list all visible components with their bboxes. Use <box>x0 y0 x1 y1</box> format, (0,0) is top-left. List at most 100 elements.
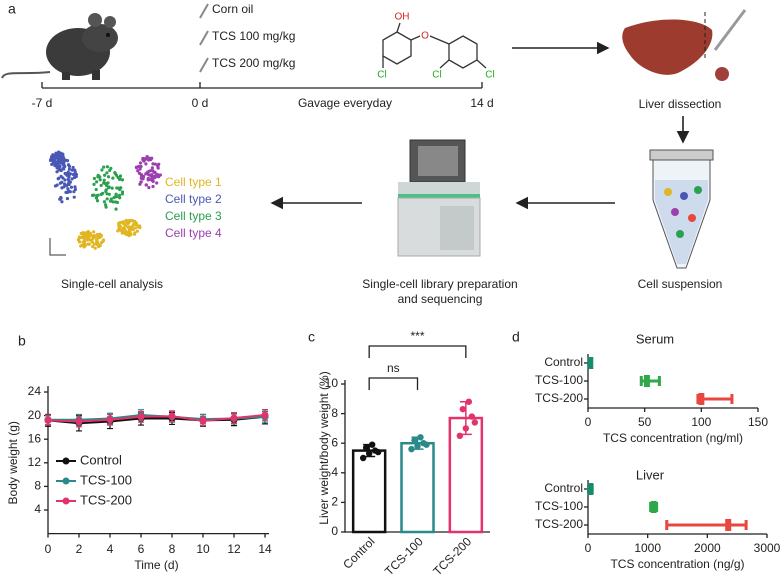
x-tick-label: 2000 <box>694 541 721 555</box>
x-tick-label: 4 <box>107 542 114 556</box>
data-point <box>471 419 479 426</box>
cell-dot <box>66 163 71 167</box>
cell-dot <box>112 195 116 200</box>
cell-dot <box>139 173 144 177</box>
cell-dot <box>73 187 77 192</box>
cell-dot <box>71 165 75 170</box>
sequencer-icon <box>397 139 481 257</box>
x-tick-label: 0 <box>585 541 592 555</box>
liver-icon <box>622 9 747 81</box>
x-tick-label: 0 <box>45 542 52 556</box>
data-point <box>368 441 376 448</box>
y-tick-label: TCS-100 <box>535 373 583 387</box>
chart-title: Liver <box>636 467 665 482</box>
cell-dot <box>151 178 155 182</box>
x-tick-label: 0 <box>585 415 592 429</box>
x-axis-label: TCS concentration (ng/ml) <box>603 431 743 445</box>
cell-dot <box>130 219 134 223</box>
data-point <box>423 441 430 448</box>
cell-dot <box>51 153 55 157</box>
cell-dot <box>105 197 109 201</box>
mean-marker <box>587 357 594 369</box>
cell-dot <box>114 207 118 211</box>
cell-dot <box>151 169 155 173</box>
cell-dot <box>150 166 154 170</box>
x-tick-label: 2 <box>76 542 83 556</box>
y-tick-label: 0 <box>331 524 338 538</box>
cell-dot <box>128 219 132 223</box>
mouse-icon <box>1 13 118 80</box>
cell-type-label: Cell type 3 <box>165 209 222 223</box>
data-point <box>359 454 367 462</box>
cell-dot <box>144 172 148 176</box>
cell-dot <box>104 203 108 207</box>
cell-dot <box>144 183 148 187</box>
cell-dot <box>156 165 160 169</box>
point <box>168 412 176 420</box>
cell-dot <box>85 234 89 238</box>
chart-title: Serum <box>636 331 674 346</box>
cell-dot <box>141 157 145 161</box>
cell-dot <box>100 240 104 245</box>
y-tick-label: 8 <box>34 479 41 493</box>
cell-dot <box>84 231 88 235</box>
atom: Cl <box>377 70 386 81</box>
range-bar <box>665 520 748 530</box>
cell-dot <box>118 187 122 192</box>
x-tick-label: 50 <box>638 415 652 429</box>
significance-label: ns <box>387 361 400 375</box>
legend-marker <box>62 477 70 485</box>
cell-dot <box>95 232 99 237</box>
cell-dot <box>101 191 105 196</box>
cell-dot <box>60 157 64 161</box>
cell-dot <box>153 162 157 166</box>
cell-dot <box>95 199 100 203</box>
cell-dot <box>127 226 131 230</box>
cell-dot <box>87 242 91 246</box>
cell-dot <box>71 172 76 177</box>
cell-dot <box>129 226 133 230</box>
cell-dot <box>92 230 96 234</box>
syringes <box>199 3 209 73</box>
treatment: TCS 100 mg/kg <box>212 29 295 43</box>
cell-dot <box>63 178 67 182</box>
y-tick-label: 4 <box>331 465 338 479</box>
x-tick-label: TCS-200 <box>430 534 474 578</box>
y-tick-label: 10 <box>325 376 339 390</box>
mean-marker <box>698 393 705 405</box>
cell-dot <box>78 240 82 244</box>
x-tick-label: 3000 <box>754 541 781 555</box>
cell-dot <box>77 235 82 239</box>
cell-dot <box>124 218 129 223</box>
cell-dot <box>154 173 158 178</box>
cell-dot <box>155 181 159 185</box>
cell-dot <box>79 244 83 248</box>
legend-marker <box>62 457 70 465</box>
step-label: and sequencing <box>398 292 483 306</box>
cell-dot <box>92 242 96 246</box>
point <box>44 416 52 424</box>
cell-dot <box>55 152 59 156</box>
cell-dot <box>84 243 88 247</box>
cell-dot <box>70 177 74 181</box>
point <box>261 411 269 419</box>
cell-dot <box>67 167 72 171</box>
cell-dot <box>116 175 120 180</box>
cell-dot <box>73 168 77 172</box>
cell-dot <box>60 200 64 204</box>
cell-dot <box>63 158 67 162</box>
cell-dot <box>85 238 90 242</box>
legend-label: Control <box>80 452 122 467</box>
cell-dot <box>121 230 126 234</box>
step-label: Single-cell analysis <box>61 277 163 291</box>
legend-marker <box>62 497 70 505</box>
treatment: Corn oil <box>212 2 253 16</box>
tube-icon <box>649 149 714 269</box>
cell-dot <box>99 183 103 188</box>
cell-dot <box>157 162 161 166</box>
bar <box>448 416 484 534</box>
cell-dot <box>60 186 64 190</box>
x-axis-label: TCS concentration (ng/g) <box>610 557 744 571</box>
mean-marker <box>725 519 732 531</box>
